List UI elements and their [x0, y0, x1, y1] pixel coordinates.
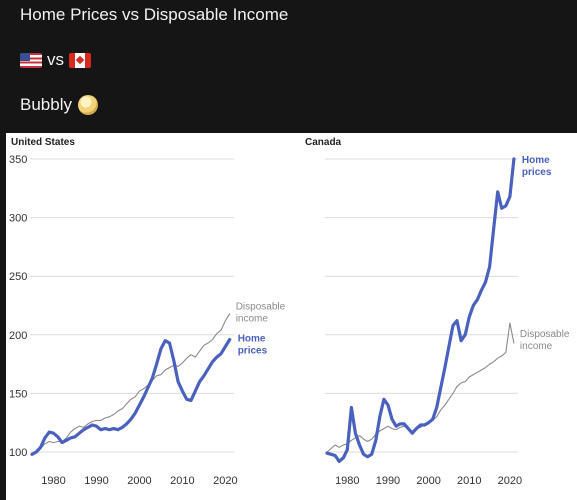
vs-text: vs [47, 50, 64, 69]
charts-svg: United States 100 150 200 250 300 350 1980 1990 2… [9, 137, 570, 487]
us-flag-icon [20, 52, 42, 68]
x-tick-label: 1990 [376, 475, 400, 487]
x-tick-label: 2020 [213, 475, 237, 487]
series-label-line: prices [522, 167, 552, 178]
series-line-home-prices [325, 157, 516, 463]
bubble-face-icon [77, 95, 98, 115]
series-label-disposable-income: Disposable income [236, 302, 286, 325]
chart-panel-united-states: United States 100 150 200 250 300 350 1980 1990 2… [9, 137, 286, 487]
series-label-disposable-income: Disposable income [520, 329, 570, 352]
y-tick-label: 150 [9, 388, 27, 400]
x-tick-label: 2000 [127, 475, 151, 487]
x-tick-label: 2020 [498, 475, 522, 487]
chart-title: Canada [305, 137, 342, 148]
chart-image: United States 100 150 200 250 300 350 1980 1990 2… [6, 133, 577, 500]
canada-flag-icon [69, 52, 91, 68]
post-header: Home Prices vs Disposable Income vs Bubb… [0, 0, 577, 133]
series-label-line: Home [522, 155, 550, 166]
post-title: Home Prices vs Disposable Income [20, 5, 289, 24]
series-label-home-prices: Home prices [522, 155, 552, 178]
chart-panel-canada: Canada 1980 1990 2000 2010 2020 Home prices Disp… [305, 137, 570, 487]
series-label-line: Disposable [236, 302, 286, 313]
x-tick-label: 2000 [416, 475, 440, 487]
series-line-home-prices [30, 337, 232, 456]
flags-line: vs [20, 49, 91, 71]
series-label-line: Disposable [520, 329, 570, 340]
x-tick-label: 1980 [41, 475, 65, 487]
y-tick-label: 200 [9, 330, 27, 342]
series-line-disposable-income [31, 313, 231, 455]
x-tick-label: 1990 [84, 475, 108, 487]
x-tick-label: 1980 [335, 475, 359, 487]
y-tick-label: 300 [9, 213, 27, 225]
x-tick-label: 2010 [457, 475, 481, 487]
series-label-line: prices [238, 345, 268, 356]
y-tick-label: 100 [9, 447, 27, 459]
chart-title: United States [11, 137, 75, 148]
series-label-line: Home [238, 333, 266, 344]
y-tick-label: 250 [9, 271, 27, 283]
x-tick-label: 2010 [170, 475, 194, 487]
series-label-home-prices: Home prices [238, 333, 268, 356]
y-tick-label: 350 [9, 154, 27, 166]
series-label-line: income [520, 341, 553, 352]
bubbly-text: Bubbly [20, 95, 72, 114]
series-label-line: income [236, 314, 269, 325]
bubbly-line: Bubbly [20, 94, 98, 116]
